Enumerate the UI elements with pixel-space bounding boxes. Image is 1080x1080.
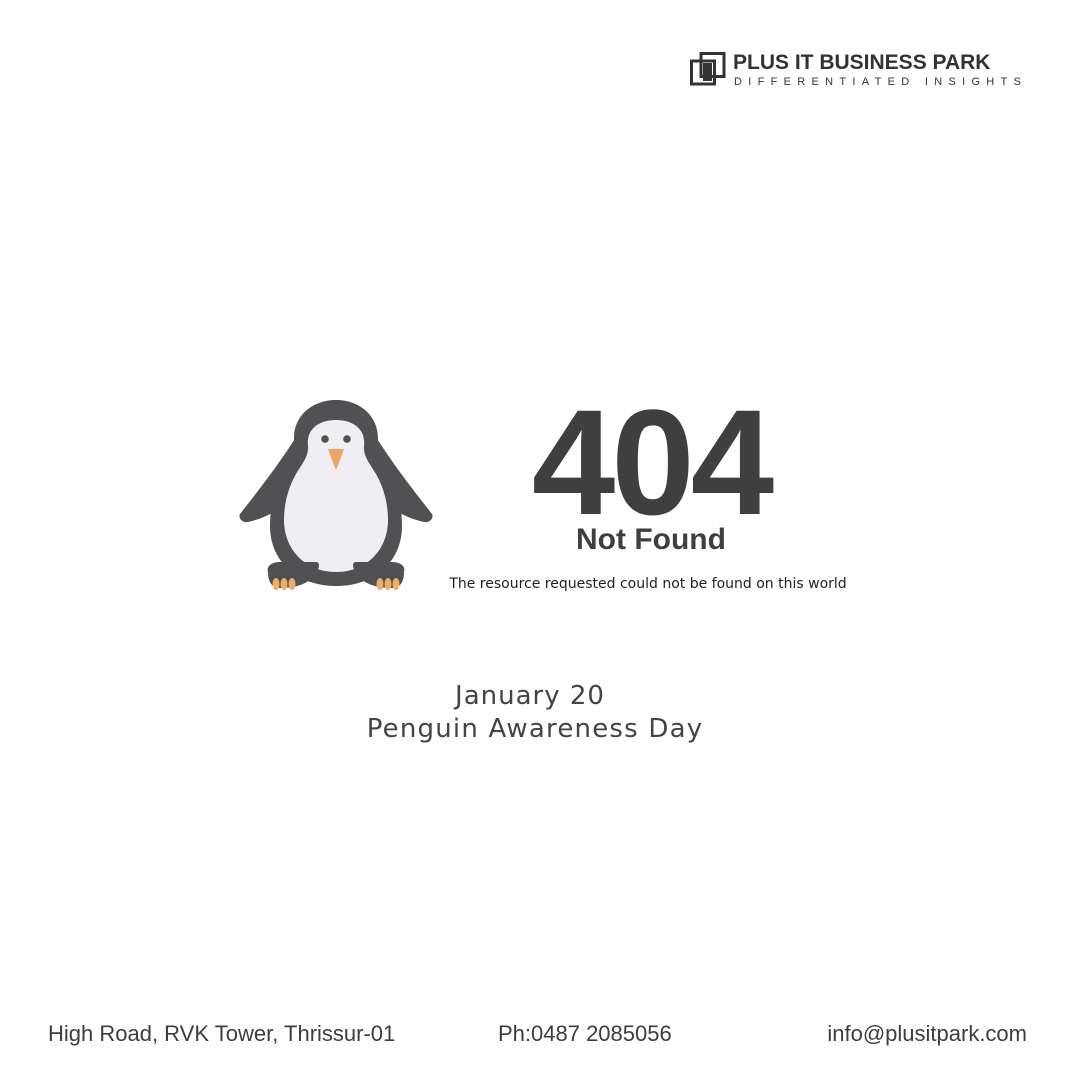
error-message: The resource requested could not be foun…: [449, 576, 847, 592]
brand-logo: PLUS IT BUSINESS PARK DIFFERENTIATED INS…: [690, 51, 1036, 90]
brand-name: PLUS IT BUSINESS PARK: [733, 51, 991, 74]
footer-address: High Road, RVK Tower, Thrissur-01: [48, 1021, 396, 1046]
penguin-icon: [239, 400, 433, 590]
error-title: Not Found: [576, 523, 726, 556]
footer-email: info@plusitpark.com: [827, 1021, 1027, 1046]
brand-tagline: DIFFERENTIATED INSIGHTS: [734, 76, 1028, 88]
footer-phone: Ph:0487 2085056: [498, 1021, 672, 1046]
event-name: Penguin Awareness Day: [366, 714, 704, 744]
overlapping-squares-icon: [690, 52, 726, 86]
event-date: January 20: [455, 681, 605, 711]
error-code: 404: [531, 378, 774, 546]
